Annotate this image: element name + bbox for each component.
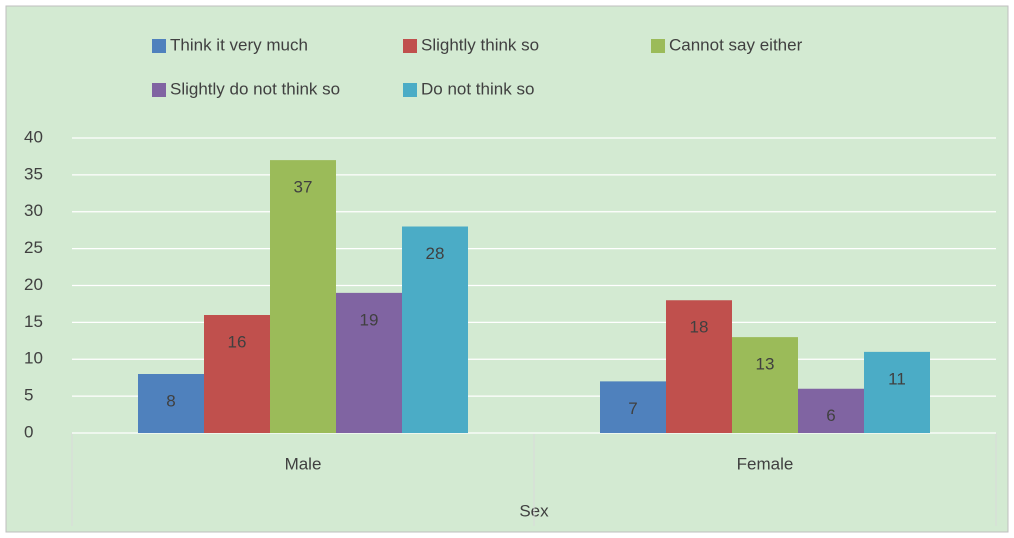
y-tick-label: 0 [24,422,33,441]
bar [204,315,270,433]
legend-label: Think it very much [170,35,308,54]
bar [270,160,336,433]
bar [666,300,732,433]
legend-label: Do not think so [421,79,534,98]
bar [600,381,666,433]
legend-swatch [403,83,417,97]
data-label: 6 [826,406,835,425]
y-tick-label: 20 [24,275,43,294]
bar [732,337,798,433]
y-tick-label: 35 [24,164,43,183]
bar [798,388,864,433]
legend-swatch [651,39,665,53]
data-label: 16 [228,332,247,351]
y-tick-label: 5 [24,386,33,405]
y-tick-label: 15 [24,312,43,331]
legend-label: Slightly think so [421,35,539,54]
data-label: 28 [426,244,445,263]
bar [864,351,930,433]
x-tick-label: Male [285,454,322,473]
data-label: 19 [360,310,379,329]
legend-label: Slightly do not think so [170,79,340,98]
data-label: 7 [628,399,637,418]
y-tick-label: 30 [24,201,43,220]
data-label: 37 [294,178,313,197]
data-label: 8 [166,391,175,410]
y-tick-label: 10 [24,349,43,368]
bar [402,226,468,433]
data-label: 18 [690,318,709,337]
data-label: 11 [888,369,906,388]
data-label: 13 [756,355,775,374]
y-tick-label: 40 [24,127,43,146]
legend-swatch [403,39,417,53]
legend-label: Cannot say either [669,35,803,54]
chart-background [5,5,1009,533]
bar [138,374,204,433]
legend-swatch [152,83,166,97]
bar [336,292,402,433]
x-tick-label: Female [737,454,794,473]
legend-swatch [152,39,166,53]
y-tick-label: 25 [24,238,43,257]
